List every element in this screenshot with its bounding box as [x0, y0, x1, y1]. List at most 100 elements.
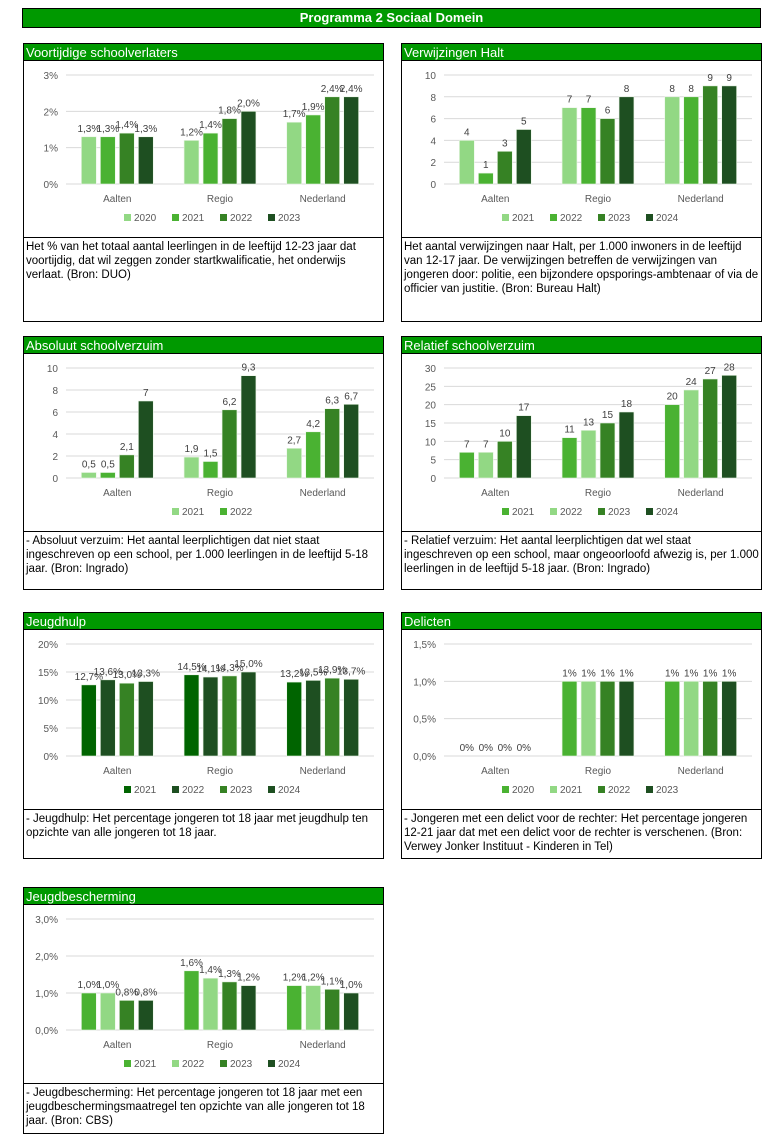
bar: [119, 1000, 135, 1031]
data-label: 1,0%: [96, 980, 119, 991]
data-label: 24: [686, 377, 698, 388]
category-label: Nederland: [678, 766, 724, 777]
data-label: 1,9%: [302, 102, 325, 113]
bar: [305, 431, 321, 479]
legend-swatch: [124, 214, 131, 221]
category-label: Nederland: [300, 766, 346, 777]
bar: [580, 107, 597, 185]
chart-description: - Absoluut verzuim: Het aantal leerplich…: [24, 531, 383, 589]
legend-label: 2023: [656, 785, 679, 796]
bar: [516, 129, 532, 185]
legend-label: 2023: [608, 507, 631, 518]
data-label: 0%: [479, 743, 494, 754]
category-label: Aalten: [481, 194, 509, 205]
y-tick-label: 0%: [44, 752, 59, 763]
legend-label: 2022: [230, 213, 253, 224]
bar: [683, 389, 699, 479]
chart-title: Voortijdige schoolverlaters: [24, 44, 383, 61]
data-label: 9: [707, 73, 713, 84]
bar: [100, 679, 116, 757]
bar-chart: 0 5 10 15 20 25 30 Aalten 7 7 10 17 Regio 11 13 15 18 Ned…: [425, 362, 752, 518]
y-tick-label: 20%: [38, 640, 58, 651]
chart-description: Het % van het totaal aantal leerlingen i…: [24, 237, 383, 321]
bar: [599, 681, 616, 757]
y-tick-label: 1,5%: [413, 640, 436, 651]
bar: [100, 136, 116, 185]
legend-label: 2022: [608, 785, 631, 796]
bar: [138, 136, 154, 185]
legend-swatch: [646, 786, 653, 793]
y-tick-label: 10: [425, 437, 437, 448]
bar: [618, 96, 635, 185]
bar: [561, 437, 578, 479]
y-tick-label: 5: [430, 456, 436, 467]
y-tick-label: 0: [430, 474, 436, 485]
bar: [664, 96, 680, 185]
panel-verwijzingen-halt: Verwijzingen Halt 0 2 4 6 8 10 Aalten 4 1 3 5 Regio 7…: [401, 43, 762, 322]
legend-swatch: [268, 786, 275, 793]
bar: [221, 409, 238, 479]
panel-voortijdige-schoolverlaters: Voortijdige schoolverlaters 0% 1% 2% 3% Aalte…: [23, 43, 384, 322]
data-label: 1,8%: [218, 106, 241, 117]
legend-swatch: [598, 508, 605, 515]
data-label: 7: [567, 95, 573, 106]
data-label: 1,2%: [180, 127, 203, 138]
y-tick-label: 20: [425, 401, 437, 412]
data-label: 0%: [517, 743, 532, 754]
bar: [683, 96, 699, 185]
bar: [497, 151, 513, 185]
legend-swatch: [646, 508, 653, 515]
category-label: Regio: [207, 1040, 234, 1051]
bar-chart: 0% 5% 10% 15% 20% Aalten 12,7%13,6%13,0%13,3% R…: [38, 640, 374, 796]
bar: [343, 678, 359, 757]
data-label: 1%: [562, 668, 577, 679]
category-label: Aalten: [103, 488, 131, 499]
data-label: 13,0%: [113, 670, 141, 681]
bar: [721, 681, 737, 757]
legend-swatch: [268, 1060, 275, 1067]
legend-label: 2023: [230, 785, 253, 796]
bar: [478, 452, 494, 479]
chart-title: Delicten: [402, 613, 761, 630]
bar: [683, 681, 699, 757]
legend-label: 2021: [560, 785, 583, 796]
bar: [202, 977, 219, 1031]
legend-swatch: [502, 214, 509, 221]
bar: [599, 118, 616, 185]
data-label: 12,7%: [75, 672, 103, 683]
data-label: 13,9%: [318, 665, 346, 676]
y-tick-label: 2%: [44, 107, 59, 118]
data-label: 1,3%: [77, 124, 100, 135]
y-tick-label: 10%: [38, 696, 58, 707]
data-label: 1,0%: [340, 980, 363, 991]
data-label: 6,7: [344, 391, 358, 402]
data-label: 8: [688, 84, 694, 95]
bar: [202, 132, 219, 185]
bar: [138, 400, 154, 479]
y-tick-label: 0,5%: [413, 715, 436, 726]
data-label: 1%: [600, 668, 615, 679]
category-label: Regio: [585, 766, 612, 777]
bar: [286, 448, 302, 479]
chart-description: Het aantal verwijzingen naar Halt, per 1…: [402, 237, 761, 321]
bar: [221, 118, 238, 185]
data-label: 1,2%: [237, 973, 260, 984]
bar: [305, 114, 321, 185]
legend-swatch: [172, 508, 179, 515]
bar: [202, 676, 219, 757]
bar-chart: 0,0%1,0%2,0%3,0%Aalten1,0%1,0%0,8%0,8%Re…: [35, 915, 374, 1070]
legend-swatch: [172, 786, 179, 793]
legend-label: 2022: [182, 1059, 205, 1070]
data-label: 4: [464, 127, 470, 138]
y-tick-label: 5%: [44, 724, 59, 735]
legend-swatch: [124, 786, 131, 793]
legend-label: 2021: [512, 507, 535, 518]
data-label: 5: [521, 117, 527, 128]
bar: [599, 422, 616, 479]
data-label: 1,0%: [77, 980, 100, 991]
panel-jeugdbescherming: Jeugdbescherming 0,0% 1,0% 2,0% 3,0% Aalten 1,…: [23, 887, 384, 1134]
bar: [516, 415, 532, 479]
legend-label: 2024: [656, 507, 679, 518]
bar: [286, 681, 302, 757]
legend-label: 2023: [278, 213, 301, 224]
